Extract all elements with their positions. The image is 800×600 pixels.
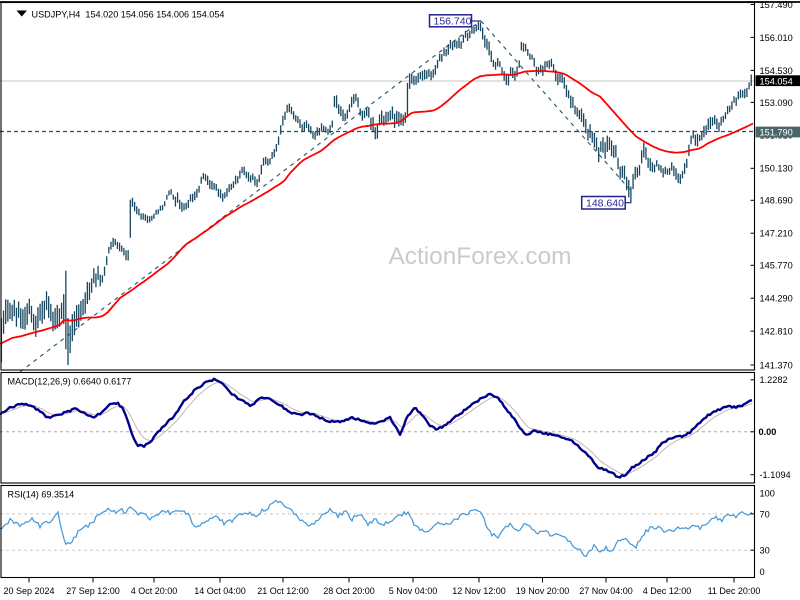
svg-text:ActionForex.com: ActionForex.com (389, 243, 572, 270)
svg-text:100: 100 (760, 488, 775, 498)
svg-text:150.130: 150.130 (760, 164, 793, 174)
svg-text:70: 70 (760, 509, 770, 519)
svg-text:4 Oct 20:00: 4 Oct 20:00 (131, 586, 178, 596)
svg-text:5 Nov 04:00: 5 Nov 04:00 (389, 586, 438, 596)
svg-text:19 Nov 20:00: 19 Nov 20:00 (516, 586, 570, 596)
svg-text:151.790: 151.790 (760, 128, 793, 138)
svg-text:148.690: 148.690 (760, 196, 793, 206)
svg-text:4 Dec 12:00: 4 Dec 12:00 (643, 586, 692, 596)
svg-text:156.740: 156.740 (434, 16, 472, 28)
svg-text:154.054: 154.054 (760, 76, 793, 86)
svg-text:157.490: 157.490 (760, 0, 793, 10)
svg-text:MACD(12,26,9) 0.6640 0.6177: MACD(12,26,9) 0.6640 0.6177 (8, 377, 132, 387)
svg-text:142.810: 142.810 (760, 327, 793, 337)
svg-text:27 Nov 04:00: 27 Nov 04:00 (579, 586, 633, 596)
svg-text:1.2282: 1.2282 (760, 375, 788, 385)
svg-text:147.210: 147.210 (760, 229, 793, 239)
svg-text:145.770: 145.770 (760, 261, 793, 271)
svg-text:156.010: 156.010 (760, 33, 793, 43)
svg-text:11 Dec 20:00: 11 Dec 20:00 (708, 586, 761, 596)
svg-text:141.370: 141.370 (760, 360, 793, 370)
svg-text:0: 0 (760, 567, 765, 577)
svg-text:28 Oct 20:00: 28 Oct 20:00 (323, 586, 375, 596)
svg-text:-1.1094: -1.1094 (760, 470, 791, 480)
svg-text:21 Oct 12:00: 21 Oct 12:00 (257, 586, 309, 596)
svg-text:148.640: 148.640 (586, 198, 624, 210)
svg-text:30: 30 (760, 546, 770, 556)
svg-text:27 Sep 12:00: 27 Sep 12:00 (66, 586, 120, 596)
svg-text:154.530: 154.530 (760, 66, 793, 76)
svg-text:12 Nov 12:00: 12 Nov 12:00 (452, 586, 506, 596)
svg-text:RSI(14) 69.3514: RSI(14) 69.3514 (8, 490, 75, 500)
svg-text:USDJPY,H4 154.020 154.056 154: USDJPY,H4 154.020 154.056 154.006 154.05… (32, 9, 225, 19)
svg-text:153.090: 153.090 (760, 98, 793, 108)
svg-text:20 Sep 2024: 20 Sep 2024 (3, 586, 54, 596)
svg-text:0.00: 0.00 (759, 427, 777, 437)
svg-text:144.290: 144.290 (760, 294, 793, 304)
svg-text:14 Oct 04:00: 14 Oct 04:00 (194, 586, 246, 596)
